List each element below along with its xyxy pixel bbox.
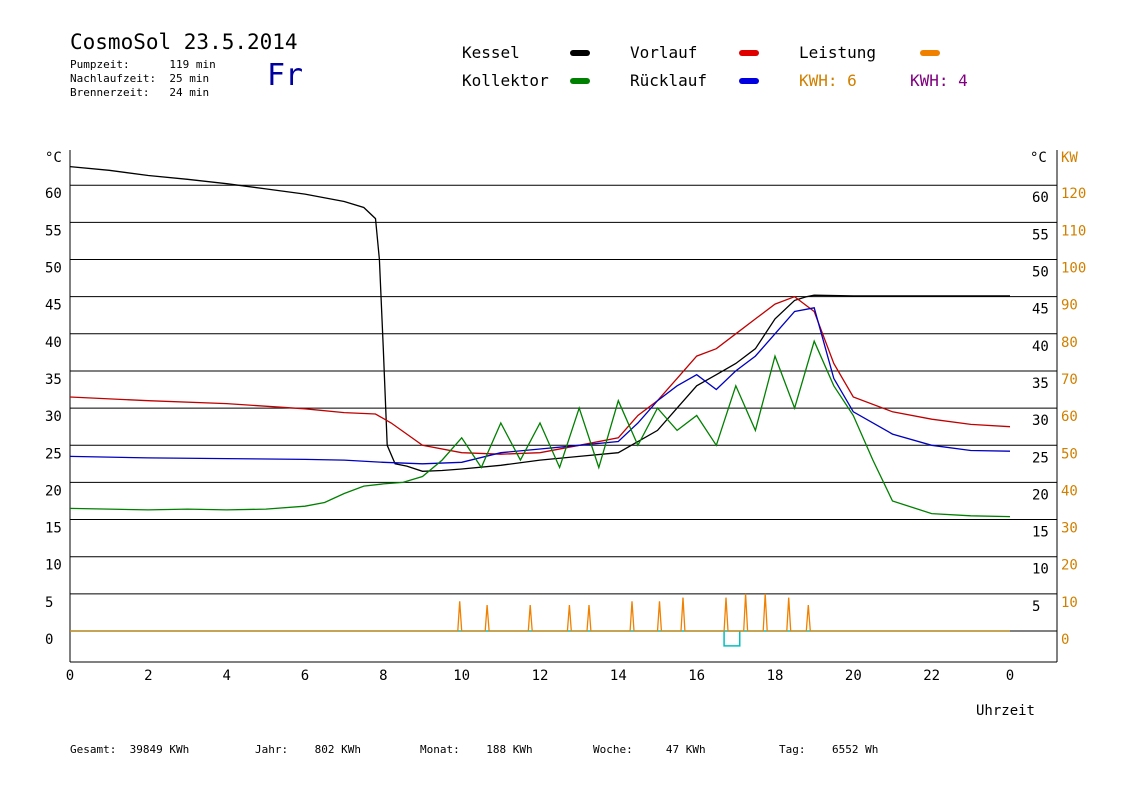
x-tick-label: 12 xyxy=(532,668,549,684)
legend-swatch-kollektor xyxy=(570,78,590,84)
y-unit-right: °C xyxy=(1030,150,1047,166)
y-tick-label-right: 15 xyxy=(1032,525,1049,541)
kw-tick-label: 10 xyxy=(1061,595,1078,611)
y-tick-label-right: 25 xyxy=(1032,450,1049,466)
footer-jahr: Jahr: 802 KWh xyxy=(255,743,361,756)
kw-tick-label: 0 xyxy=(1061,632,1069,648)
legend-label-vorlauf: Vorlauf xyxy=(630,43,698,62)
x-tick-label: 22 xyxy=(923,668,940,684)
legend-label-kollektor: Kollektor xyxy=(462,71,549,90)
info-label: Nachlaufzeit: xyxy=(70,72,157,85)
y-tick-label: 40 xyxy=(45,335,62,351)
footer-tag: Tag: 6552 Wh xyxy=(779,743,879,756)
x-tick-label: 4 xyxy=(222,668,230,684)
y-tick-label: 55 xyxy=(45,223,62,239)
kw-tick-label: 100 xyxy=(1061,261,1086,277)
kw-tick-label: 40 xyxy=(1061,483,1078,499)
y-tick-label: 15 xyxy=(45,521,62,537)
info-nachlaufzeit: Nachlaufzeit: 25 min xyxy=(70,72,209,85)
kw-tick-label: 120 xyxy=(1061,186,1086,202)
y-tick-label-right: 5 xyxy=(1032,599,1040,615)
kw-tick-label: 110 xyxy=(1061,223,1086,239)
y-tick-label-right: 35 xyxy=(1032,376,1049,392)
legend-label-ruecklauf: Rücklauf xyxy=(630,71,708,90)
x-tick-label: 8 xyxy=(379,668,387,684)
x-tick-label: 16 xyxy=(688,668,705,684)
footer-woche: Woche: 47 KWh xyxy=(593,743,706,756)
legend-swatch-ruecklauf xyxy=(739,78,759,84)
series-line-leistung xyxy=(70,593,1010,632)
series-line-kollektor xyxy=(69,339,1011,518)
x-tick-label: 20 xyxy=(845,668,862,684)
kw-tick-label: 30 xyxy=(1061,521,1078,537)
x-tick-label: 18 xyxy=(767,668,784,684)
y-tick-label: 5 xyxy=(45,595,53,611)
y-tick-label: 60 xyxy=(45,186,62,202)
series-line-rücklauf xyxy=(69,307,1011,465)
y-tick-label: 45 xyxy=(45,298,62,314)
legend-label-kessel: Kessel xyxy=(462,43,520,62)
info-value: 25 min xyxy=(169,72,210,85)
legend-label-leistung: Leistung xyxy=(799,43,877,62)
y-tick-label: 10 xyxy=(45,558,62,574)
footer-monat: Monat: 188 KWh xyxy=(420,743,533,756)
x-tick-label: 6 xyxy=(301,668,309,684)
kw-tick-label: 60 xyxy=(1061,409,1078,425)
y-tick-label-right: 30 xyxy=(1032,413,1049,429)
y-tick-label-right: 45 xyxy=(1032,302,1049,318)
y-tick-label: 30 xyxy=(45,409,62,425)
page-title: CosmoSol 23.5.2014 xyxy=(70,30,298,54)
y-tick-label: 20 xyxy=(45,483,62,499)
y-tick-label-right: 10 xyxy=(1032,562,1049,578)
series-line-kessel xyxy=(69,165,1010,472)
info-pumpzeit: Pumpzeit: 119 min xyxy=(70,58,216,71)
footer-gesamt: Gesamt: 39849 KWh xyxy=(70,743,190,756)
series-line-vorlauf xyxy=(69,295,1011,455)
y-tick-label-right: 20 xyxy=(1032,487,1049,503)
x-axis-label: Uhrzeit xyxy=(976,703,1035,719)
kw-tick-label: 20 xyxy=(1061,558,1078,574)
x-tick-label: 0 xyxy=(66,668,74,684)
x-tick-label: 2 xyxy=(144,668,152,684)
legend-swatch-leistung xyxy=(920,50,940,56)
info-label: Brennerzeit: xyxy=(70,86,150,99)
kw-tick-label: 80 xyxy=(1061,335,1078,351)
x-tick-label: 10 xyxy=(453,668,470,684)
y-tick-label-right: 60 xyxy=(1032,190,1049,206)
kw-unit: KW xyxy=(1061,150,1078,166)
y-tick-label-right: 40 xyxy=(1032,339,1049,355)
x-tick-label: 14 xyxy=(610,668,627,684)
info-label: Pumpzeit: xyxy=(70,58,130,71)
x-tick-label: 0 xyxy=(1006,668,1014,684)
y-tick-label: 50 xyxy=(45,261,62,277)
y-tick-label: 25 xyxy=(45,446,62,462)
info-brennerzeit: Brennerzeit: 24 min xyxy=(70,86,209,99)
info-value: 119 min xyxy=(169,58,216,71)
legend-swatch-kessel xyxy=(570,50,590,56)
cyan-dip xyxy=(723,631,741,647)
kw-tick-label: 90 xyxy=(1061,298,1078,314)
y-tick-label-right: 55 xyxy=(1032,227,1049,243)
kw-tick-label: 70 xyxy=(1061,372,1078,388)
y-tick-label-right: 50 xyxy=(1032,265,1049,281)
kw-tick-label: 50 xyxy=(1061,446,1078,462)
info-value: 24 min xyxy=(169,86,210,99)
y-unit-left: °C xyxy=(45,150,62,166)
kwh-purple: KWH: 4 xyxy=(910,71,968,90)
legend-swatch-vorlauf xyxy=(739,50,759,56)
y-tick-label: 35 xyxy=(45,372,62,388)
y-tick-label: 0 xyxy=(45,632,53,648)
weekday-label: Fr xyxy=(267,58,304,93)
kwh-orange: KWH: 6 xyxy=(799,71,857,90)
